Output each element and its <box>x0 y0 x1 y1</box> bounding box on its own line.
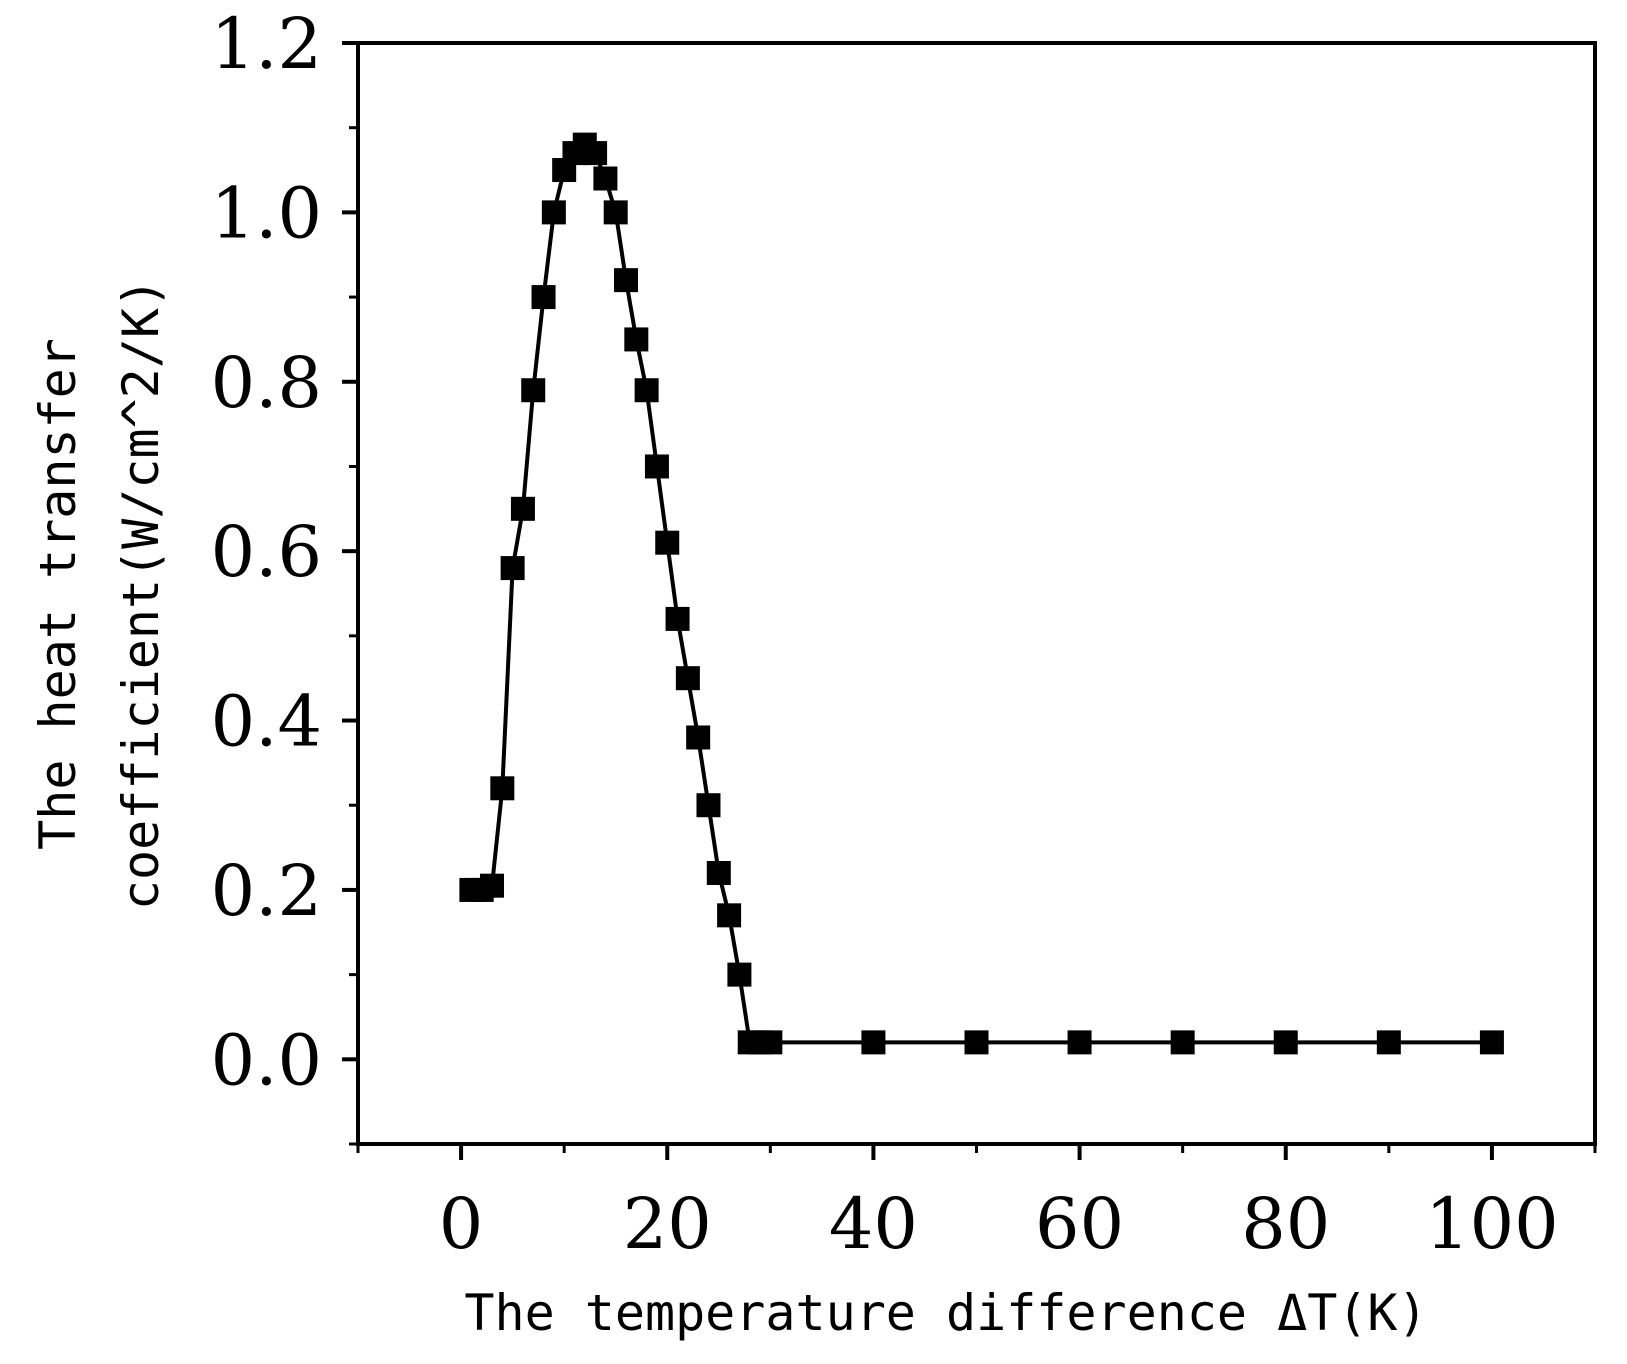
data-point <box>500 556 525 581</box>
y-tick-label: 0.8 <box>211 342 322 424</box>
data-point <box>964 1030 989 1055</box>
data-point <box>1376 1030 1401 1055</box>
data-point <box>490 776 515 801</box>
x-axis-title: The temperature difference ΔT(K) <box>464 1284 1427 1342</box>
y-tick-label: 0.4 <box>211 681 322 763</box>
data-point <box>706 860 731 885</box>
x-tick-label: 60 <box>1035 1183 1124 1265</box>
data-point <box>1067 1030 1092 1055</box>
data-point <box>696 793 721 818</box>
x-axis: 0 20 40 60 80 100 <box>356 1144 1597 1265</box>
y-axis-title-line-1: The heat transfer <box>29 338 87 850</box>
data-point <box>727 962 752 987</box>
plot-area <box>459 132 1504 1055</box>
y-tick-label: 0.2 <box>211 850 322 932</box>
data-point <box>614 268 639 293</box>
x-tick-label: 0 <box>439 1183 484 1265</box>
data-point <box>480 873 505 898</box>
data-point <box>1170 1030 1195 1055</box>
y-tick-label: 1.0 <box>211 172 322 254</box>
data-point <box>634 378 659 403</box>
data-point <box>593 166 618 191</box>
data-point <box>541 200 566 225</box>
data-point <box>644 454 669 479</box>
data-point <box>603 200 628 225</box>
y-axis: 0.0 0.2 0.4 0.6 0.8 1.0 1.2 <box>211 3 358 1146</box>
x-tick-label: 40 <box>829 1183 918 1265</box>
data-point <box>758 1030 783 1055</box>
data-point <box>1273 1030 1298 1055</box>
y-tick-label: 1.2 <box>211 3 322 85</box>
data-point <box>521 378 546 403</box>
data-point <box>531 285 556 310</box>
y-axis-title-line-2: coefficient(W/cm^2/K) <box>112 278 170 910</box>
y-tick-label: 0.6 <box>211 511 322 593</box>
data-point <box>583 141 608 166</box>
x-tick-label: 20 <box>623 1183 712 1265</box>
y-tick-label: 0.0 <box>211 1019 322 1101</box>
data-point <box>861 1030 886 1055</box>
x-tick-label: 100 <box>1425 1183 1559 1265</box>
data-point <box>665 606 690 631</box>
data-point <box>717 903 742 928</box>
data-point <box>624 327 649 352</box>
data-point <box>655 530 680 555</box>
data-point <box>1479 1030 1504 1055</box>
x-tick-label: 80 <box>1241 1183 1330 1265</box>
data-point <box>686 725 711 750</box>
data-point <box>510 496 535 521</box>
data-point <box>675 666 700 691</box>
